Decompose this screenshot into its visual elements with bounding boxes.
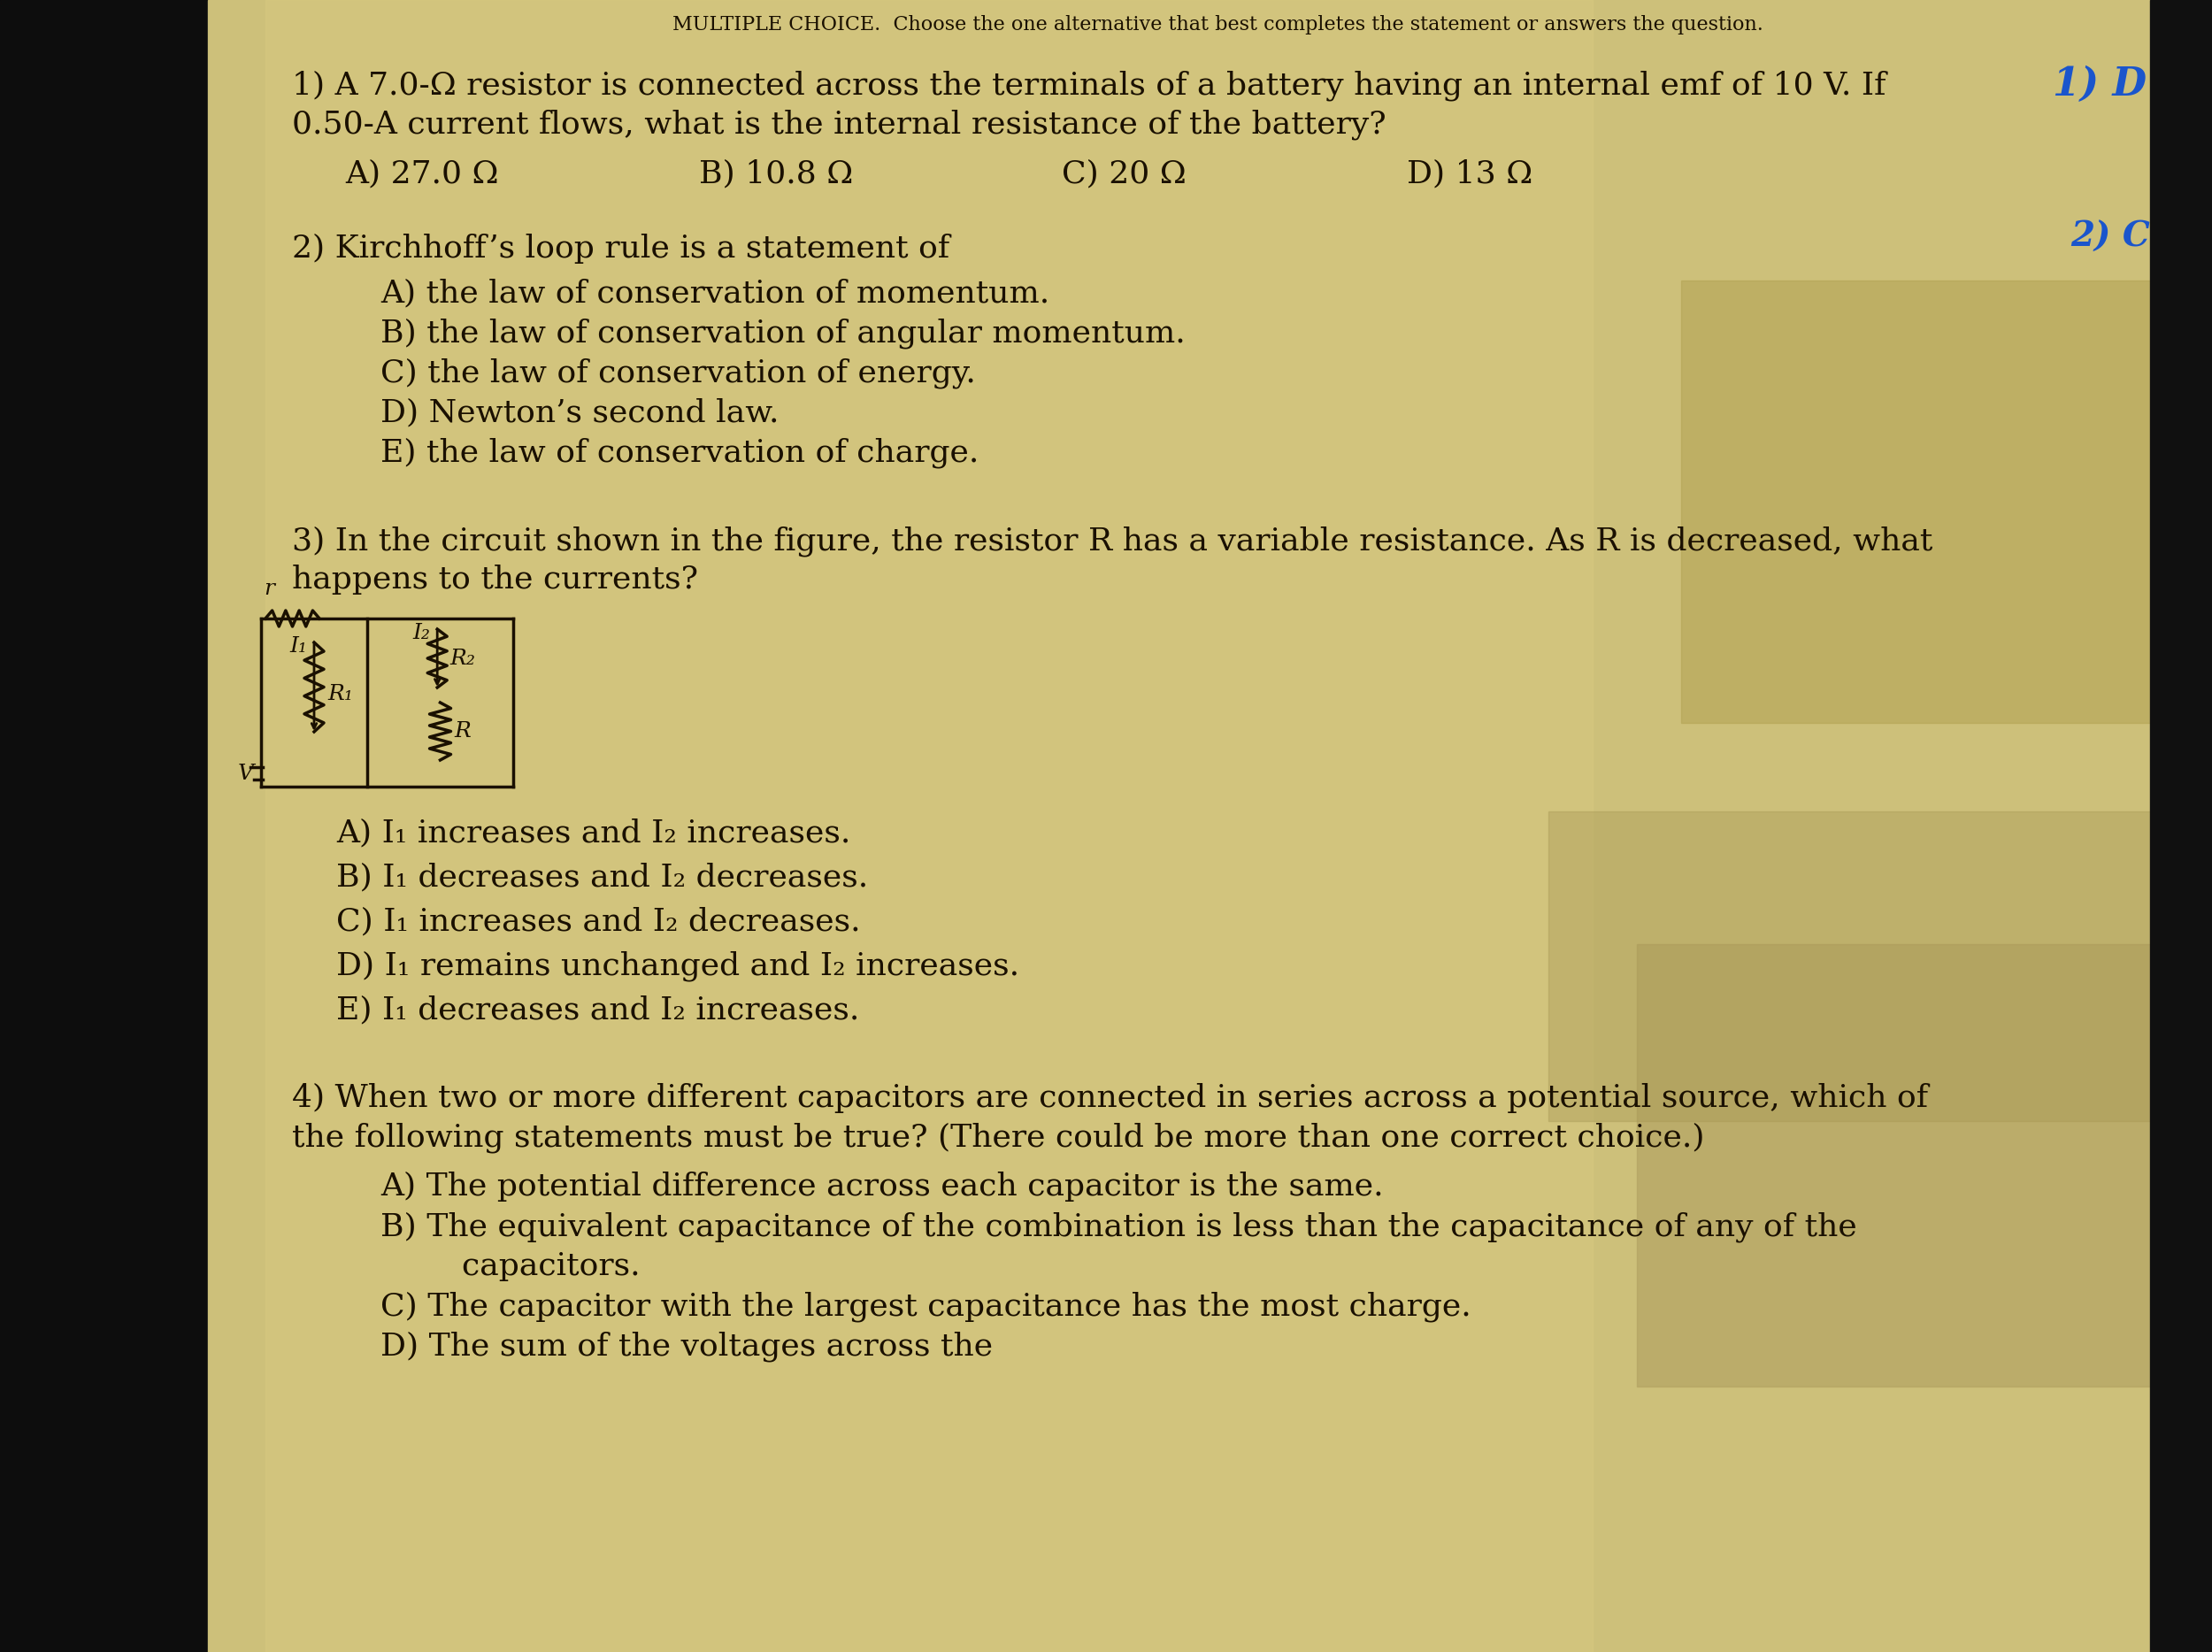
Text: I₂: I₂ <box>414 623 429 643</box>
Text: B) 10.8 Ω: B) 10.8 Ω <box>699 159 854 188</box>
Bar <box>208 0 2154 1652</box>
Text: A) I₁ increases and I₂ increases.: A) I₁ increases and I₂ increases. <box>336 818 852 847</box>
Bar <box>1548 811 2168 1122</box>
Text: R₂: R₂ <box>449 648 476 669</box>
Text: E) I₁ decreases and I₂ increases.: E) I₁ decreases and I₂ increases. <box>336 995 860 1024</box>
Text: 2) C: 2) C <box>2070 220 2150 254</box>
Text: A) the law of conservation of momentum.: A) the law of conservation of momentum. <box>380 278 1051 307</box>
Text: C) The capacitor with the largest capacitance has the most charge.: C) The capacitor with the largest capaci… <box>380 1290 1471 1322</box>
Text: C) the law of conservation of energy.: C) the law of conservation of energy. <box>380 357 975 388</box>
Text: E) the law of conservation of charge.: E) the law of conservation of charge. <box>380 438 980 468</box>
Text: V: V <box>239 763 254 783</box>
Text: the following statements must be true? (There could be more than one correct cho: the following statements must be true? (… <box>292 1122 1705 1153</box>
Text: B) I₁ decreases and I₂ decreases.: B) I₁ decreases and I₂ decreases. <box>336 862 867 892</box>
Text: B) The equivalent capacitance of the combination is less than the capacitance of: B) The equivalent capacitance of the com… <box>380 1211 1858 1242</box>
Text: A) The potential difference across each capacitor is the same.: A) The potential difference across each … <box>380 1171 1382 1201</box>
Text: D) 13 Ω: D) 13 Ω <box>1407 159 1533 188</box>
Text: D) I₁ remains unchanged and I₂ increases.: D) I₁ remains unchanged and I₂ increases… <box>336 950 1020 981</box>
Text: 3) In the circuit shown in the figure, the resistor R has a variable resistance.: 3) In the circuit shown in the figure, t… <box>292 525 1933 557</box>
Bar <box>1637 945 2168 1386</box>
Text: A) 27.0 Ω: A) 27.0 Ω <box>345 159 498 188</box>
Text: 2) Kirchhoff’s loop rule is a statement of: 2) Kirchhoff’s loop rule is a statement … <box>292 233 949 264</box>
Bar <box>0 0 208 1652</box>
Text: r: r <box>263 578 274 600</box>
Text: I₁: I₁ <box>290 636 307 656</box>
Text: B) the law of conservation of angular momentum.: B) the law of conservation of angular mo… <box>380 317 1186 349</box>
Bar <box>265 0 1593 1652</box>
Text: 0.50-A current flows, what is the internal resistance of the battery?: 0.50-A current flows, what is the intern… <box>292 109 1387 139</box>
Text: happens to the currents?: happens to the currents? <box>292 565 699 595</box>
Text: 4) When two or more different capacitors are connected in series across a potent: 4) When two or more different capacitors… <box>292 1084 1929 1113</box>
Bar <box>1681 281 2154 724</box>
Bar <box>2150 0 2212 1652</box>
Text: C) 20 Ω: C) 20 Ω <box>1062 159 1186 188</box>
Text: MULTIPLE CHOICE.  Choose the one alternative that best completes the statement o: MULTIPLE CHOICE. Choose the one alternat… <box>672 15 1763 35</box>
Text: 1) D: 1) D <box>2053 66 2146 104</box>
Text: R₁: R₁ <box>327 684 354 704</box>
Text: D) Newton’s second law.: D) Newton’s second law. <box>380 396 779 428</box>
Text: D) The sum of the voltages across the: D) The sum of the voltages across the <box>380 1332 993 1361</box>
Text: R: R <box>453 722 471 742</box>
Text: capacitors.: capacitors. <box>380 1251 639 1282</box>
Text: 1) A 7.0-Ω resistor is connected across the terminals of a battery having an int: 1) A 7.0-Ω resistor is connected across … <box>292 69 1887 101</box>
Text: C) I₁ increases and I₂ decreases.: C) I₁ increases and I₂ decreases. <box>336 905 860 937</box>
